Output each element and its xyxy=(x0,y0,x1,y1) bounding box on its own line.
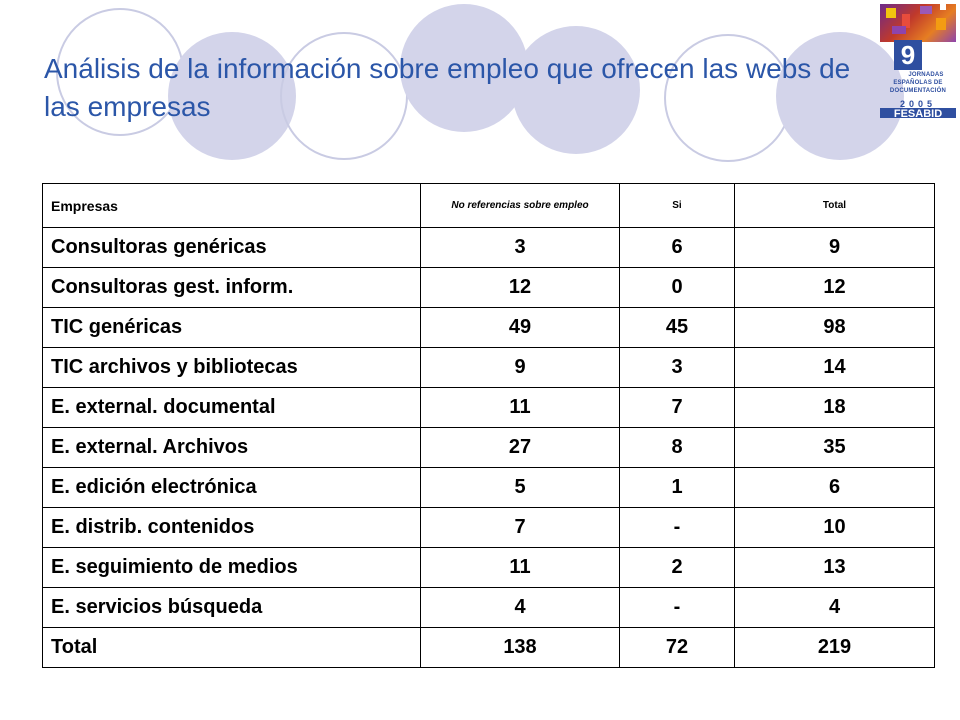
cell-no-referencias: 5 xyxy=(420,467,620,508)
cell-no-referencias: 11 xyxy=(420,547,620,588)
cell-total: 219 xyxy=(734,627,935,668)
cell-total: 10 xyxy=(734,507,935,548)
decorative-circle xyxy=(776,32,904,160)
table-row: Consultoras gest. inform. 12 0 12 xyxy=(42,267,935,308)
table-total-row: Total 138 72 219 xyxy=(42,627,935,668)
row-label: Total xyxy=(42,627,421,668)
cell-si: 0 xyxy=(619,267,735,308)
cell-no-referencias: 9 xyxy=(420,347,620,388)
cell-no-referencias: 7 xyxy=(420,507,620,548)
table-row: E. servicios búsqueda 4 - 4 xyxy=(42,587,935,628)
row-label: E. seguimiento de medios xyxy=(42,547,421,588)
decorative-circles xyxy=(0,0,960,162)
logo-line: DOCUMENTACIÓN xyxy=(889,88,947,94)
cell-si: 3 xyxy=(619,347,735,388)
cell-no-referencias: 49 xyxy=(420,307,620,348)
logo-graphic xyxy=(880,4,956,42)
cell-total: 4 xyxy=(734,587,935,628)
table-header-row: Empresas No referencias sobre empleo Si … xyxy=(42,183,935,228)
cell-total: 6 xyxy=(734,467,935,508)
table-row: TIC genéricas 49 45 98 xyxy=(42,307,935,348)
table-row: Consultoras genéricas 3 6 9 xyxy=(42,227,935,268)
cell-no-referencias: 138 xyxy=(420,627,620,668)
cell-si: 1 xyxy=(619,467,735,508)
cell-si: 6 xyxy=(619,227,735,268)
row-label: E. edición electrónica xyxy=(42,467,421,508)
cell-si: 7 xyxy=(619,387,735,428)
table-row: E. edición electrónica 5 1 6 xyxy=(42,467,935,508)
employment-table: Empresas No referencias sobre empleo Si … xyxy=(42,183,935,668)
slide-title: Análisis de la información sobre empleo … xyxy=(44,53,851,122)
cell-total: 13 xyxy=(734,547,935,588)
cell-no-referencias: 27 xyxy=(420,427,620,468)
cell-no-referencias: 4 xyxy=(420,587,620,628)
logo-number: 9 xyxy=(894,40,922,70)
row-label: E. external. Archivos xyxy=(42,427,421,468)
row-label: Consultoras gest. inform. xyxy=(42,267,421,308)
cell-total: 12 xyxy=(734,267,935,308)
table-row: TIC archivos y bibliotecas 9 3 14 xyxy=(42,347,935,388)
column-header: No referencias sobre empleo xyxy=(420,183,620,228)
table-row: E. seguimiento de medios 11 2 13 xyxy=(42,547,935,588)
cell-total: 9 xyxy=(734,227,935,268)
cell-total: 14 xyxy=(734,347,935,388)
cell-si: 2 xyxy=(619,547,735,588)
decorative-circle xyxy=(168,32,296,160)
row-label: TIC genéricas xyxy=(42,307,421,348)
decorative-circle xyxy=(400,4,528,132)
cell-si: - xyxy=(619,587,735,628)
cell-total: 35 xyxy=(734,427,935,468)
cell-no-referencias: 3 xyxy=(420,227,620,268)
cell-si: 45 xyxy=(619,307,735,348)
cell-no-referencias: 11 xyxy=(420,387,620,428)
column-header: Empresas xyxy=(42,183,421,228)
row-label: Consultoras genéricas xyxy=(42,227,421,268)
logo-year: 2005 xyxy=(899,99,937,109)
column-header: Si xyxy=(619,183,735,228)
logo-line: JORNADAS xyxy=(908,72,944,78)
row-label: E. servicios búsqueda xyxy=(42,587,421,628)
cell-total: 18 xyxy=(734,387,935,428)
logo-line: ESPAÑOLAS DE xyxy=(893,80,943,86)
row-label: E. distrib. contenidos xyxy=(42,507,421,548)
cell-total: 98 xyxy=(734,307,935,348)
cell-si: 8 xyxy=(619,427,735,468)
decorative-circle xyxy=(512,26,640,154)
table-row: E. external. documental 11 7 18 xyxy=(42,387,935,428)
logo-brand: FESABID xyxy=(880,108,956,118)
table-row: E. distrib. contenidos 7 - 10 xyxy=(42,507,935,548)
column-header: Total xyxy=(734,183,935,228)
row-label: TIC archivos y bibliotecas xyxy=(42,347,421,388)
cell-si: - xyxy=(619,507,735,548)
cell-si: 72 xyxy=(619,627,735,668)
cell-no-referencias: 12 xyxy=(420,267,620,308)
row-label: E. external. documental xyxy=(42,387,421,428)
table-row: E. external. Archivos 27 8 35 xyxy=(42,427,935,468)
fesabid-logo: 9 JORNADAS ESPAÑOLAS DE DOCUMENTACIÓN 20… xyxy=(880,4,956,118)
